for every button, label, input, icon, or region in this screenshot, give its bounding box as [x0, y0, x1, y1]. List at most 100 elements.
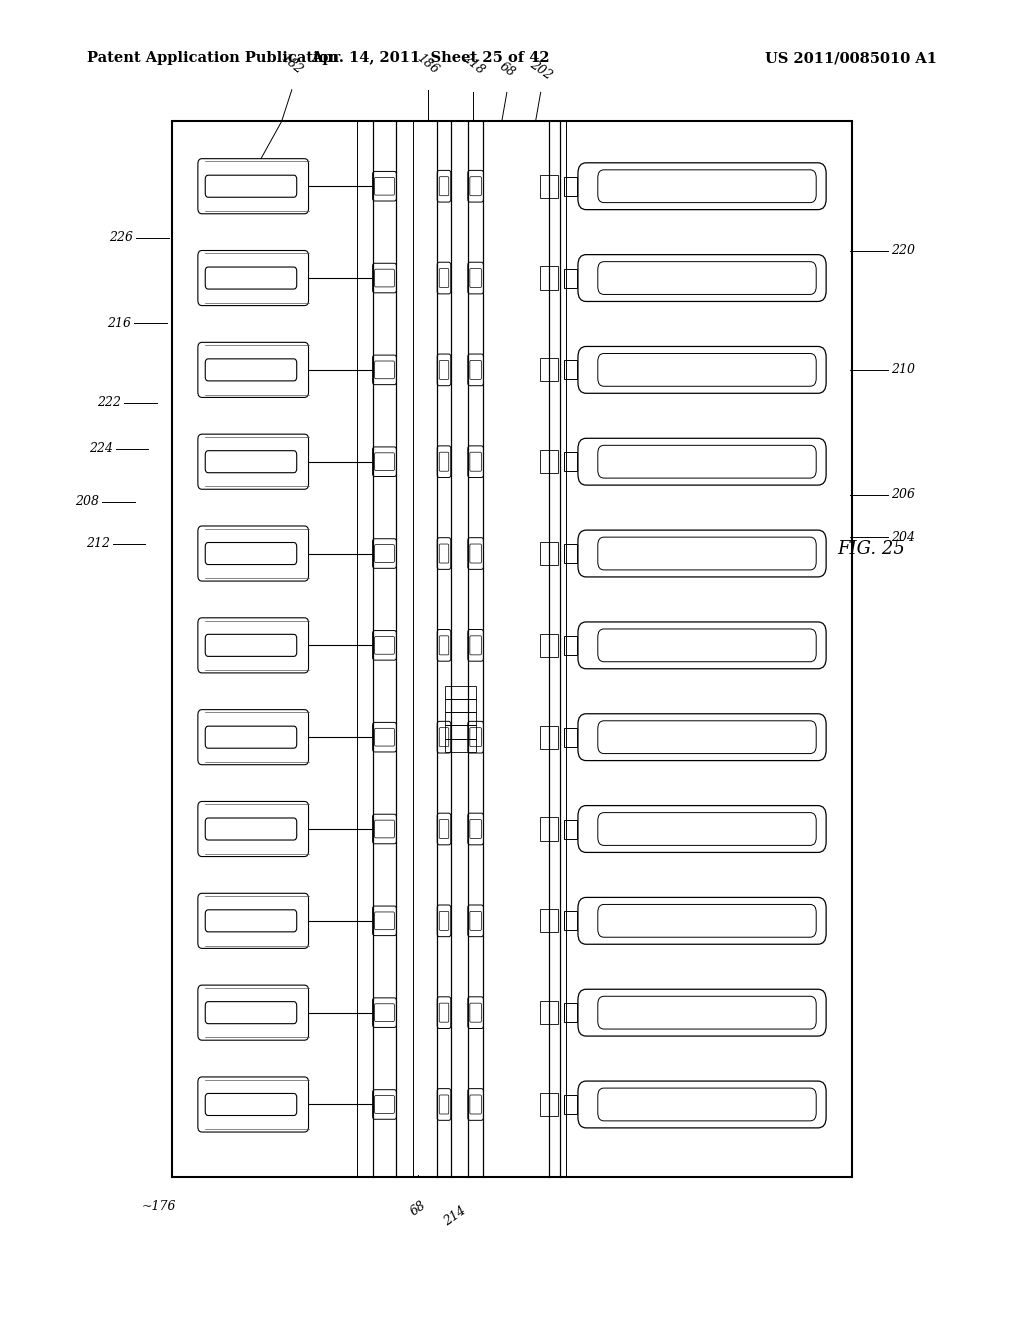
FancyBboxPatch shape [198, 158, 308, 214]
Bar [541, 634, 558, 657]
FancyBboxPatch shape [470, 1096, 481, 1114]
FancyBboxPatch shape [470, 544, 481, 564]
Text: 224: 224 [89, 442, 113, 455]
FancyBboxPatch shape [373, 631, 396, 660]
Bar [563, 268, 577, 288]
FancyBboxPatch shape [375, 453, 394, 470]
Text: 68: 68 [497, 59, 517, 79]
Bar [563, 1003, 577, 1022]
FancyBboxPatch shape [205, 543, 297, 565]
FancyBboxPatch shape [578, 805, 826, 853]
FancyBboxPatch shape [375, 269, 394, 286]
FancyBboxPatch shape [437, 263, 451, 294]
FancyBboxPatch shape [373, 539, 396, 569]
FancyBboxPatch shape [468, 446, 483, 478]
FancyBboxPatch shape [437, 813, 451, 845]
FancyBboxPatch shape [198, 801, 308, 857]
Text: 204: 204 [891, 531, 914, 544]
FancyBboxPatch shape [205, 267, 297, 289]
FancyBboxPatch shape [598, 1088, 816, 1121]
Bar [563, 911, 577, 931]
Bar [445, 713, 476, 726]
Bar [563, 820, 577, 838]
FancyBboxPatch shape [375, 636, 394, 655]
FancyBboxPatch shape [375, 729, 394, 746]
FancyBboxPatch shape [598, 261, 816, 294]
FancyBboxPatch shape [578, 438, 826, 486]
Text: 210: 210 [891, 363, 914, 376]
FancyBboxPatch shape [437, 446, 451, 478]
Text: 220: 220 [891, 244, 914, 257]
FancyBboxPatch shape [437, 537, 451, 569]
FancyBboxPatch shape [373, 263, 396, 293]
Bar [172, 121, 852, 1177]
FancyBboxPatch shape [578, 162, 826, 210]
FancyBboxPatch shape [205, 909, 297, 932]
Bar [541, 1001, 558, 1024]
FancyBboxPatch shape [373, 814, 396, 843]
FancyBboxPatch shape [437, 170, 451, 202]
FancyBboxPatch shape [578, 989, 826, 1036]
FancyBboxPatch shape [205, 818, 297, 840]
FancyBboxPatch shape [439, 636, 449, 655]
FancyBboxPatch shape [578, 255, 826, 301]
Text: US 2011/0085010 A1: US 2011/0085010 A1 [765, 51, 937, 65]
Text: FIG. 25: FIG. 25 [838, 540, 905, 558]
FancyBboxPatch shape [198, 342, 308, 397]
Bar [541, 817, 558, 841]
Text: Patent Application Publication: Patent Application Publication [87, 51, 339, 65]
FancyBboxPatch shape [598, 445, 816, 478]
Bar [445, 686, 476, 700]
FancyBboxPatch shape [373, 1090, 396, 1119]
FancyBboxPatch shape [375, 1096, 394, 1113]
FancyBboxPatch shape [598, 628, 816, 661]
Bar [541, 267, 558, 289]
FancyBboxPatch shape [375, 1003, 394, 1022]
FancyBboxPatch shape [470, 820, 481, 838]
Text: 212: 212 [86, 537, 110, 550]
FancyBboxPatch shape [598, 721, 816, 754]
Bar [563, 453, 577, 471]
FancyBboxPatch shape [375, 545, 394, 562]
FancyBboxPatch shape [437, 1089, 451, 1121]
FancyBboxPatch shape [578, 346, 826, 393]
Text: ~176: ~176 [141, 1200, 176, 1213]
FancyBboxPatch shape [375, 360, 394, 379]
FancyBboxPatch shape [439, 453, 449, 471]
FancyBboxPatch shape [470, 727, 481, 747]
Bar [541, 726, 558, 748]
FancyBboxPatch shape [439, 911, 449, 931]
FancyBboxPatch shape [470, 177, 481, 195]
FancyBboxPatch shape [468, 813, 483, 845]
FancyBboxPatch shape [468, 170, 483, 202]
FancyBboxPatch shape [468, 354, 483, 385]
Text: 186: 186 [415, 51, 441, 77]
FancyBboxPatch shape [468, 721, 483, 752]
FancyBboxPatch shape [198, 985, 308, 1040]
FancyBboxPatch shape [198, 618, 308, 673]
FancyBboxPatch shape [437, 906, 451, 937]
Bar [541, 909, 558, 932]
Text: 202: 202 [527, 58, 554, 82]
FancyBboxPatch shape [198, 1077, 308, 1133]
FancyBboxPatch shape [439, 1003, 449, 1022]
FancyBboxPatch shape [470, 636, 481, 655]
FancyBboxPatch shape [373, 998, 396, 1027]
Bar [563, 636, 577, 655]
Text: 218: 218 [460, 51, 486, 77]
FancyBboxPatch shape [437, 997, 451, 1028]
Bar [445, 726, 476, 739]
FancyBboxPatch shape [598, 997, 816, 1030]
FancyBboxPatch shape [437, 721, 451, 752]
Bar [541, 1093, 558, 1117]
Bar [563, 727, 577, 747]
Text: 214: 214 [441, 1204, 468, 1228]
FancyBboxPatch shape [468, 906, 483, 937]
Bar [563, 360, 577, 379]
Bar [541, 174, 558, 198]
Bar [563, 177, 577, 195]
FancyBboxPatch shape [578, 531, 826, 577]
FancyBboxPatch shape [598, 813, 816, 845]
FancyBboxPatch shape [598, 904, 816, 937]
Text: 208: 208 [76, 495, 99, 508]
